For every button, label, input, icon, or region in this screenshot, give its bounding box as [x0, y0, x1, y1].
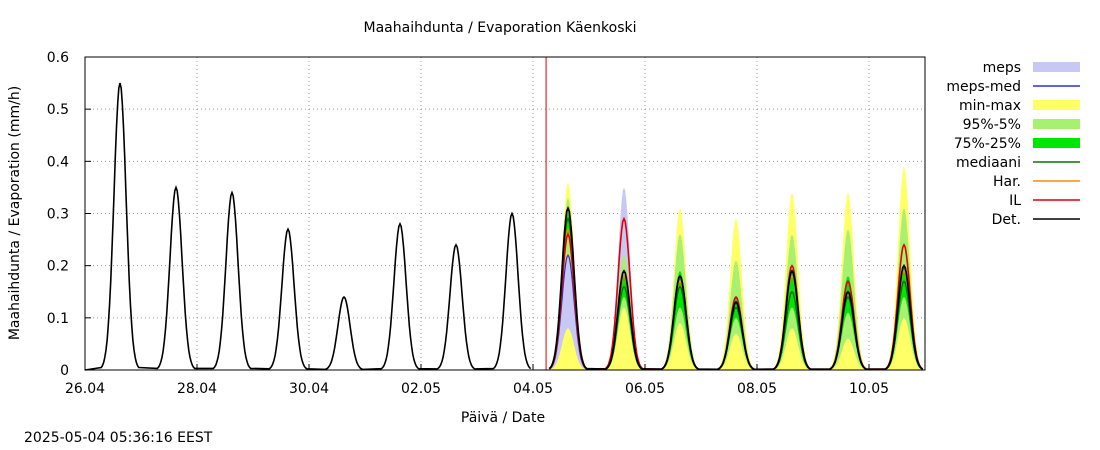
legend-swatch — [1033, 100, 1080, 110]
legend: meps meps-med min-max 95%-5% 75%-25% mediaani… — [946, 60, 1080, 228]
grid — [85, 57, 925, 370]
det-forecast-line — [548, 205, 924, 371]
legend-label: meps — [983, 60, 1021, 76]
p95-p5-band — [549, 197, 923, 370]
legend-label: min-max — [959, 98, 1021, 114]
det-observed-line — [84, 82, 532, 371]
series-lines — [84, 82, 924, 371]
legend-label: Har. — [993, 174, 1021, 190]
y-tick-label: 0.2 — [47, 259, 69, 275]
y-tick-label: 0.4 — [47, 154, 69, 170]
x-tick-label: 02.05 — [401, 381, 441, 397]
timestamp: 2025-05-04 05:36:16 EEST — [24, 430, 213, 446]
y-axis-ticks: 0 0.1 0.2 0.3 0.4 0.5 0.6 — [47, 50, 91, 379]
y-tick-label: 0 — [60, 363, 69, 379]
x-tick-label: 10.05 — [849, 381, 889, 397]
x-axis-ticks: 26.04 28.04 30.04 02.05 04.05 06.05 08.05 10.05 — [65, 364, 889, 397]
legend-label: 95%-5% — [963, 117, 1021, 133]
legend-label: meps-med — [946, 79, 1021, 95]
x-tick-label: 06.05 — [625, 381, 665, 397]
x-tick-label: 08.05 — [737, 381, 777, 397]
y-axis-label: Maahaihdunta / Evaporation (mm/h) — [7, 86, 23, 340]
legend-label: 75%-25% — [954, 136, 1021, 152]
legend-label: IL — [1009, 193, 1021, 209]
x-tick-label: 28.04 — [177, 381, 217, 397]
x-tick-label: 30.04 — [289, 381, 329, 397]
legend-swatch — [1033, 119, 1080, 129]
x-tick-label: 04.05 — [513, 381, 553, 397]
x-tick-label: 26.04 — [65, 381, 105, 397]
y-tick-label: 0.3 — [47, 207, 69, 223]
y-tick-label: 0.6 — [47, 50, 69, 66]
legend-label: Det. — [992, 212, 1021, 228]
legend-swatch — [1033, 138, 1080, 148]
y-tick-label: 0.5 — [47, 102, 69, 118]
chart-title: Maahaihdunta / Evaporation Käenkoski — [364, 20, 637, 36]
y-tick-label: 0.1 — [47, 311, 69, 327]
x-axis-label: Päivä / Date — [461, 410, 545, 426]
legend-label: mediaani — [956, 155, 1021, 171]
legend-swatch — [1033, 62, 1080, 72]
